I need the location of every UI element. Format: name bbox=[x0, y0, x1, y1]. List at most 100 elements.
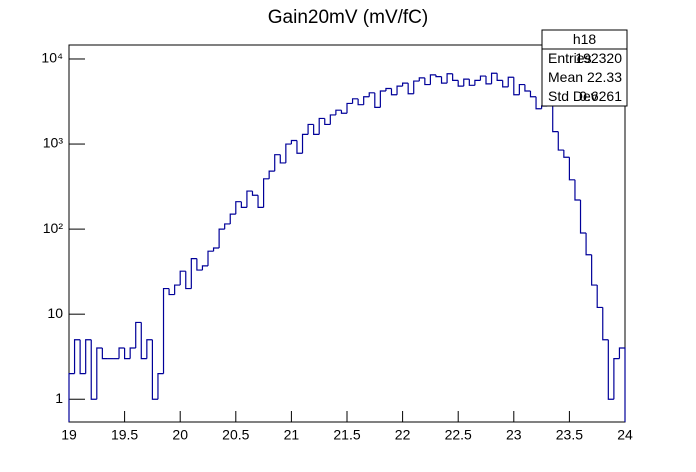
y-tick-label: 10² bbox=[43, 220, 64, 236]
bin bbox=[591, 254, 598, 286]
bin bbox=[174, 284, 181, 295]
bin bbox=[552, 102, 559, 133]
y-tick-label: 10 bbox=[47, 305, 63, 321]
bin bbox=[357, 98, 364, 106]
bin bbox=[329, 114, 336, 125]
bin bbox=[579, 199, 587, 234]
x-tick-label: 24 bbox=[617, 427, 633, 443]
bin bbox=[585, 233, 592, 256]
bin bbox=[490, 72, 498, 84]
bin bbox=[235, 201, 242, 215]
stats-value: 192320 bbox=[575, 50, 622, 66]
bin bbox=[201, 265, 208, 271]
bin bbox=[574, 179, 581, 201]
bin bbox=[452, 73, 459, 82]
bin bbox=[457, 80, 464, 87]
bin bbox=[429, 74, 436, 85]
bin bbox=[440, 76, 448, 84]
stats-label: Entries bbox=[548, 50, 592, 66]
bin bbox=[568, 157, 575, 181]
bin bbox=[268, 170, 275, 179]
bin bbox=[185, 271, 192, 290]
bin bbox=[285, 143, 292, 163]
bin bbox=[168, 288, 175, 296]
bin bbox=[385, 87, 392, 92]
bin bbox=[379, 90, 386, 108]
bin bbox=[263, 178, 270, 208]
bin bbox=[251, 191, 259, 196]
bin bbox=[602, 307, 609, 341]
bin bbox=[485, 76, 492, 85]
bin bbox=[390, 88, 398, 96]
bin bbox=[96, 347, 103, 400]
bin bbox=[162, 287, 170, 374]
bin bbox=[229, 213, 236, 224]
x-tick-label: 20 bbox=[172, 427, 188, 443]
bin bbox=[351, 98, 359, 104]
bin bbox=[474, 79, 481, 86]
bin bbox=[68, 373, 75, 422]
bin bbox=[413, 80, 420, 94]
bin bbox=[613, 358, 620, 400]
bin bbox=[151, 339, 158, 400]
bin bbox=[446, 73, 453, 84]
bin bbox=[135, 321, 142, 349]
stats-box bbox=[541, 29, 628, 107]
x-tick-label: 20.5 bbox=[222, 427, 249, 443]
bin bbox=[246, 190, 253, 208]
bin bbox=[346, 102, 353, 114]
bin bbox=[557, 131, 564, 151]
bin bbox=[101, 348, 108, 360]
y-tick-label: 10³ bbox=[43, 135, 64, 151]
bin bbox=[418, 77, 425, 82]
bin bbox=[535, 96, 542, 110]
bin bbox=[79, 339, 86, 375]
x-tick-label: 21.5 bbox=[333, 427, 360, 443]
bin bbox=[146, 339, 153, 359]
stats-label: Mean bbox=[548, 69, 583, 85]
bin bbox=[124, 348, 131, 360]
bin bbox=[240, 201, 247, 208]
bin bbox=[402, 82, 409, 87]
bin bbox=[340, 110, 347, 114]
bin bbox=[140, 322, 147, 360]
bin bbox=[424, 77, 431, 86]
bin bbox=[407, 83, 414, 95]
bin bbox=[224, 223, 231, 230]
x-tick-label: 23.5 bbox=[556, 427, 583, 443]
bin bbox=[596, 285, 603, 309]
x-tick-label: 19.5 bbox=[111, 427, 138, 443]
stats-value: 22.33 bbox=[587, 69, 622, 85]
bin bbox=[274, 154, 281, 172]
bin bbox=[435, 74, 442, 78]
y-tick-label: 1 bbox=[55, 390, 63, 406]
bin bbox=[307, 123, 314, 135]
bin bbox=[529, 91, 537, 98]
bin bbox=[396, 85, 403, 95]
bin bbox=[85, 339, 92, 374]
bin bbox=[318, 117, 325, 135]
bin bbox=[196, 258, 203, 271]
bin bbox=[607, 339, 614, 400]
bin bbox=[479, 75, 486, 81]
x-tick-label: 19 bbox=[61, 427, 77, 443]
bin bbox=[218, 228, 225, 248]
bin bbox=[301, 133, 309, 154]
bin bbox=[257, 195, 264, 208]
bin bbox=[90, 339, 97, 400]
bin bbox=[296, 140, 303, 154]
bin bbox=[335, 109, 342, 115]
stats-name: h18 bbox=[573, 31, 597, 47]
x-tick-label: 22.5 bbox=[445, 427, 472, 443]
bin bbox=[463, 78, 470, 87]
x-tick-label: 23 bbox=[506, 427, 522, 443]
bin bbox=[563, 150, 570, 158]
bin bbox=[513, 77, 520, 96]
bin bbox=[279, 154, 286, 164]
bin bbox=[118, 347, 125, 359]
bin bbox=[179, 270, 186, 286]
bin bbox=[190, 258, 197, 289]
bin bbox=[368, 92, 375, 97]
